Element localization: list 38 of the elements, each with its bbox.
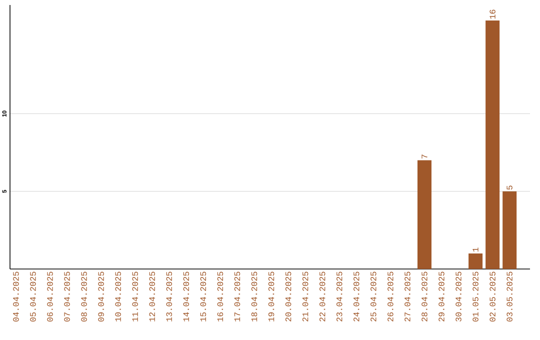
x-tick-label: 20.04.2025 bbox=[285, 272, 292, 322]
x-tick-label: 27.04.2025 bbox=[404, 272, 410, 322]
data-label: 1 bbox=[472, 248, 478, 252]
data-label: 5 bbox=[506, 186, 512, 190]
data-label: 16 bbox=[490, 10, 496, 19]
x-tick-label: 15.04.2025 bbox=[200, 272, 206, 322]
x-tick-label: 12.04.2025 bbox=[149, 272, 155, 322]
x-tick-label: 19.04.2025 bbox=[268, 272, 274, 322]
x-tick-label: 06.04.2025 bbox=[47, 272, 53, 322]
x-tick-label: 25.04.2025 bbox=[370, 272, 376, 322]
x-tick-label: 14.04.2025 bbox=[183, 272, 190, 322]
x-tick-label: 08.04.2025 bbox=[81, 272, 87, 322]
x-tick-label: 11.04.2025 bbox=[132, 272, 138, 322]
bar bbox=[502, 191, 517, 269]
x-tick-label: 10.04.2025 bbox=[115, 272, 121, 322]
x-tick-label: 22.04.2025 bbox=[319, 272, 326, 322]
x-tick-label: 04.04.2025 bbox=[13, 272, 19, 322]
bar bbox=[486, 20, 500, 269]
bar bbox=[417, 160, 432, 269]
x-tick-label: 28.04.2025 bbox=[422, 272, 428, 322]
x-tick-label: 05.04.2025 bbox=[30, 272, 36, 322]
x-tick-label: 13.04.2025 bbox=[166, 272, 172, 322]
x-tick-label: 07.04.2025 bbox=[64, 272, 70, 322]
x-tick-label: 26.04.2025 bbox=[388, 272, 394, 322]
x-tick-label: 21.04.2025 bbox=[302, 272, 308, 322]
x-tick-label: 01.05.2025 bbox=[472, 272, 478, 322]
x-tick-label: 29.04.2025 bbox=[438, 272, 444, 322]
x-tick-label: 16.04.2025 bbox=[217, 272, 224, 322]
x-tick-label: 02.05.2025 bbox=[490, 272, 496, 322]
bar bbox=[468, 253, 483, 269]
x-tick-label: 24.04.2025 bbox=[354, 272, 360, 322]
x-tick-label: 03.05.2025 bbox=[506, 272, 512, 322]
x-tick-label: 09.04.2025 bbox=[98, 272, 104, 322]
data-label: 7 bbox=[422, 154, 428, 158]
x-tick-label: 17.04.2025 bbox=[234, 272, 240, 322]
x-tick-label: 23.04.2025 bbox=[336, 272, 342, 322]
x-tick-label: 30.04.2025 bbox=[456, 272, 462, 322]
x-tick-label: 18.04.2025 bbox=[251, 272, 258, 322]
